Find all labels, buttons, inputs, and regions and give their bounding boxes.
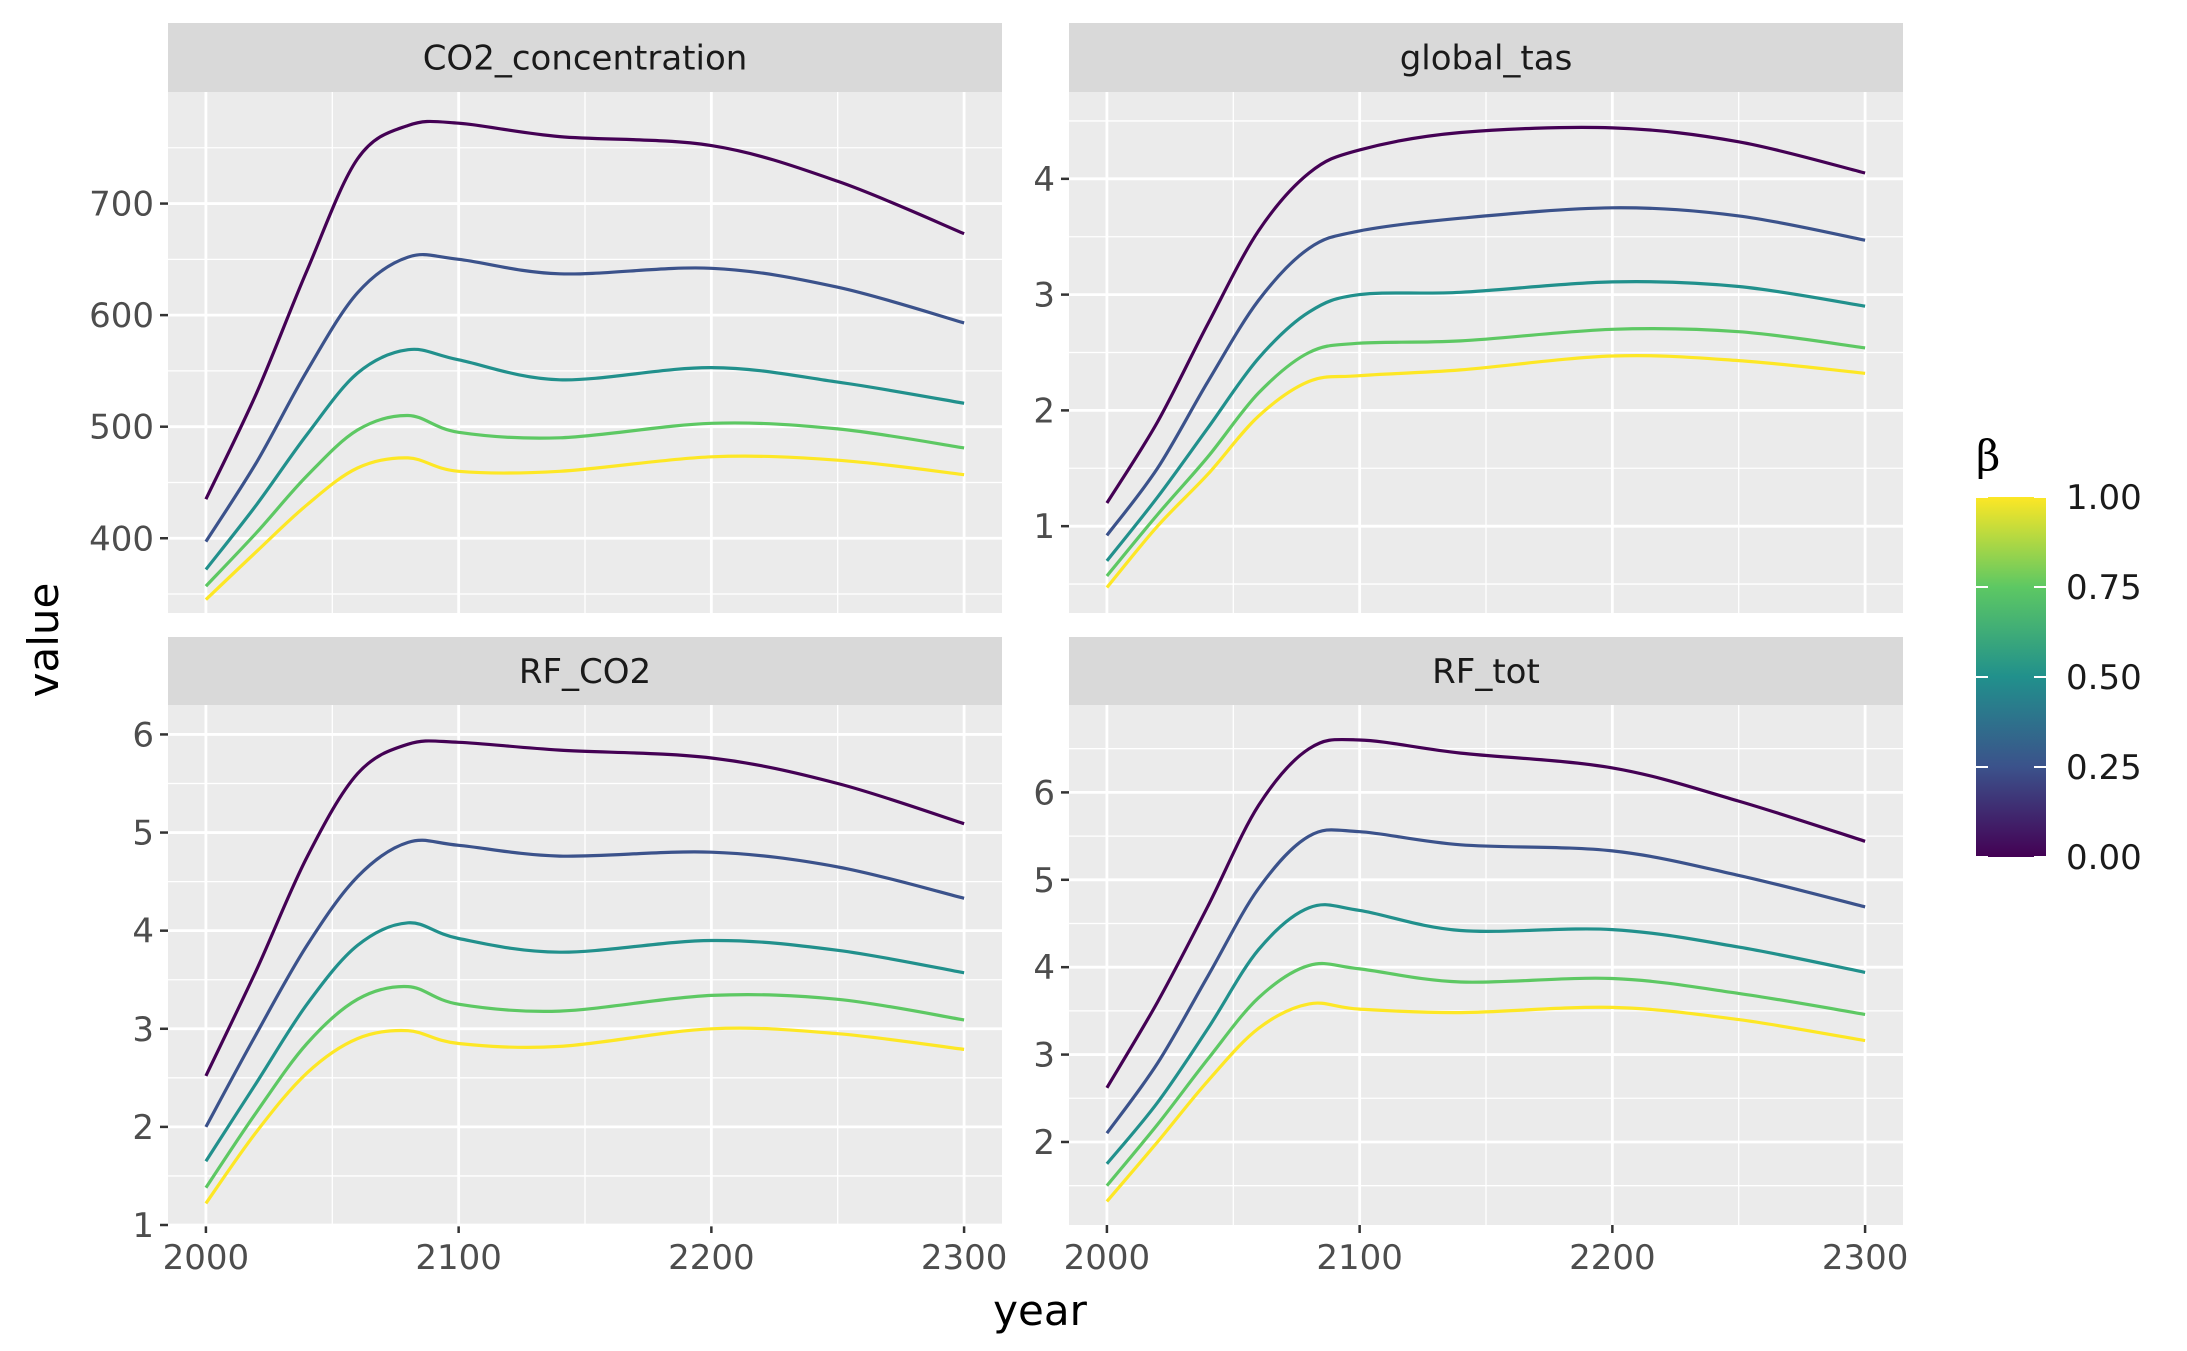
series-line-beta-0.5 [204, 921, 965, 1163]
series-line-beta-0.25 [1105, 206, 1866, 537]
facet-RF_tot: RF_tot 2000 2100 2200 2300 2 3 4 5 6 [1033, 637, 1908, 1278]
x-tick-label: 2000 [1064, 1238, 1151, 1278]
y-tick-label: 700 [89, 185, 154, 225]
y-tick-label: 2 [1033, 1123, 1055, 1163]
y-tick-label: 2 [132, 1108, 154, 1148]
legend-tick-label: 0.00 [2066, 838, 2142, 878]
facet-global_tas: global_tas 1 2 3 4 [1033, 23, 1903, 613]
y-tick-label: 3 [1033, 1036, 1055, 1076]
y-tick-label: 4 [132, 912, 154, 952]
y-tick-label: 6 [1033, 773, 1055, 813]
x-axis-title: year [993, 1286, 1087, 1335]
facet-strip [1069, 637, 1903, 705]
facet-CO2_concentration: CO2_concentration 400 500 600 700 [89, 23, 1002, 613]
series-line-beta-0 [204, 119, 965, 500]
series-line-beta-1 [204, 454, 965, 601]
facet-strip [168, 23, 1002, 92]
y-tick-label: 3 [132, 1010, 154, 1050]
legend-tick-label: 0.25 [2066, 748, 2142, 788]
series-line-beta-0 [1105, 125, 1866, 504]
facet-strip-label: global_tas [1400, 39, 1573, 79]
series-line-beta-0.75 [1105, 961, 1866, 1187]
series-line-beta-0.75 [204, 984, 965, 1189]
facet-strip-label: CO2_concentration [423, 39, 748, 79]
y-tick-label: 600 [89, 296, 154, 336]
x-tick-label: 2300 [1822, 1238, 1909, 1278]
y-tick-label: 500 [89, 408, 154, 448]
y-tick-label: 5 [132, 814, 154, 854]
series-line-beta-0.5 [1105, 903, 1866, 1165]
x-tick-label: 2100 [1316, 1238, 1403, 1278]
series-line-beta-1 [204, 1026, 965, 1205]
y-tick-label: 4 [1033, 948, 1055, 988]
facet-strip-label: RF_tot [1432, 652, 1540, 692]
legend-title: β [1976, 431, 2000, 480]
x-tick-label: 2100 [415, 1238, 502, 1278]
x-tick-label: 2000 [163, 1238, 250, 1278]
y-tick-label: 1 [132, 1206, 154, 1246]
y-tick-label: 2 [1033, 391, 1055, 431]
y-tick-label: 400 [89, 519, 154, 559]
series-line-beta-0 [1105, 737, 1866, 1089]
legend-tick-label: 1.00 [2066, 478, 2142, 518]
x-tick-label: 2200 [668, 1238, 755, 1278]
facet-strip [1069, 23, 1903, 92]
series-line-beta-0.25 [204, 838, 965, 1128]
facet-strip-label: RF_CO2 [519, 652, 651, 692]
y-tick-label: 5 [1033, 861, 1055, 901]
series-line-beta-1 [1105, 1001, 1866, 1203]
x-tick-label: 2200 [1569, 1238, 1656, 1278]
series-line-beta-0 [204, 739, 965, 1077]
series-line-beta-0.5 [1105, 280, 1866, 562]
series-line-beta-0.25 [1105, 828, 1866, 1135]
series-line-beta-0.75 [1105, 326, 1866, 578]
x-tick-label: 2300 [921, 1238, 1008, 1278]
y-tick-label: 1 [1033, 507, 1055, 547]
legend-tick-label: 0.75 [2066, 568, 2142, 608]
legend-tick-label: 0.50 [2066, 658, 2142, 698]
series-line-beta-0.5 [204, 347, 965, 571]
y-tick-label: 3 [1033, 276, 1055, 316]
series-line-beta-1 [1105, 353, 1866, 589]
y-tick-label: 6 [132, 715, 154, 755]
legend: β 0.00 0.25 0.50 0.75 1.00 [1976, 431, 2142, 878]
series-line-beta-0.75 [204, 413, 965, 588]
y-tick-label: 4 [1033, 160, 1055, 200]
facet-panels: CO2_concentration 400 500 600 700 global_tas 1… [89, 23, 1908, 1278]
facet-RF_CO2: RF_CO2 2000 2100 2200 2300 1 2 3 4 5 6 [132, 637, 1007, 1278]
y-axis-title: value [19, 583, 68, 698]
facet-strip [168, 637, 1002, 705]
legend-ticks: 0.00 0.25 0.50 0.75 1.00 [1976, 478, 2142, 878]
series-line-beta-0.25 [204, 253, 965, 543]
